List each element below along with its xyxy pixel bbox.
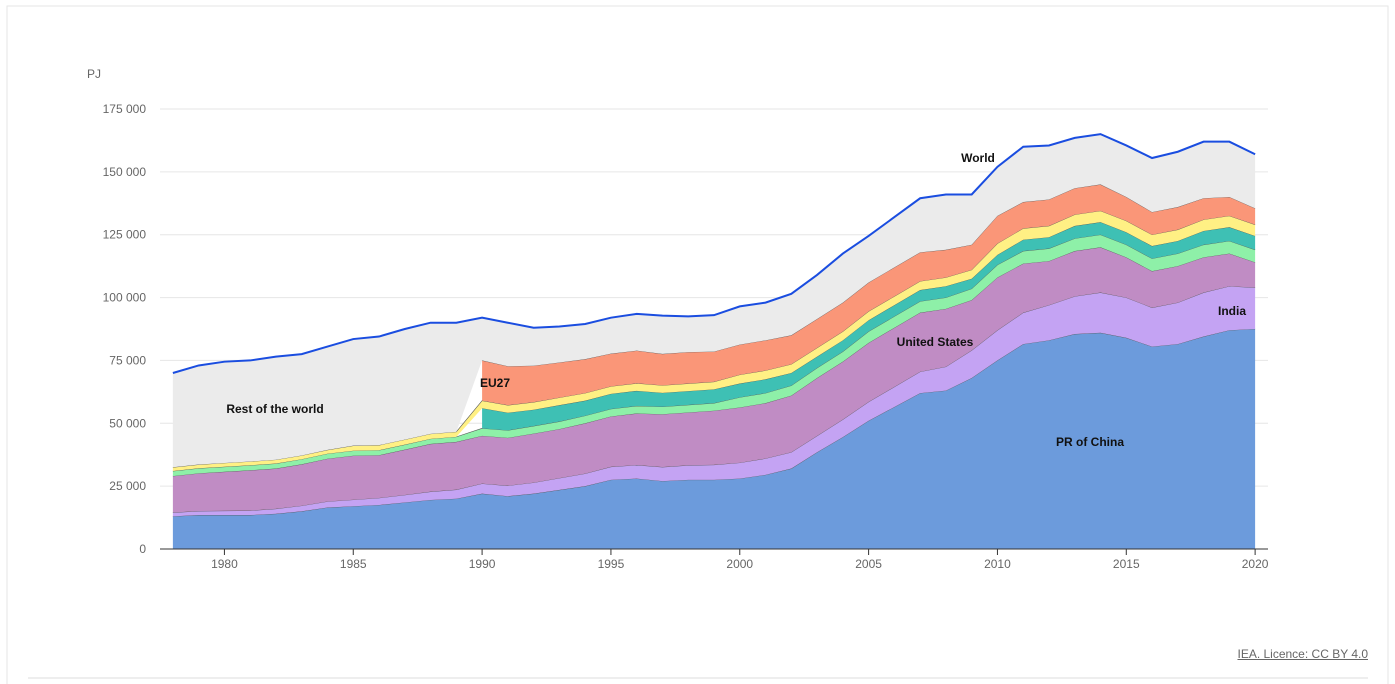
series-label: PR of China — [1056, 435, 1124, 449]
total-line — [172, 133, 1256, 374]
series-label: United States — [897, 335, 974, 349]
source-link[interactable]: IEA. Licence: CC BY 4.0 — [1237, 647, 1368, 661]
x-tick-label: 2015 — [1113, 557, 1140, 571]
area — [172, 210, 1256, 472]
y-tick-label: 50 000 — [109, 416, 146, 430]
area — [172, 329, 1256, 549]
x-tick-label: 2000 — [726, 557, 753, 571]
area — [482, 222, 1256, 431]
x-tick-label: 1985 — [340, 557, 367, 571]
y-tick-label: 75 000 — [109, 353, 146, 367]
x-tick-label: 1995 — [598, 557, 625, 571]
series-label: World — [961, 151, 995, 165]
series-label: EU27 — [480, 376, 510, 390]
x-tick-label: 2005 — [855, 557, 882, 571]
y-tick-label: 25 000 — [109, 479, 146, 493]
series-label: India — [1218, 304, 1246, 318]
x-tick-label: 1990 — [469, 557, 496, 571]
y-tick-label: 175 000 — [103, 102, 147, 116]
area — [172, 247, 1256, 513]
y-tick-label: 125 000 — [103, 228, 147, 242]
frame — [6, 5, 1389, 684]
series-label: Rest of the world — [226, 402, 323, 416]
x-tick-label: 2010 — [984, 557, 1011, 571]
unit-label: PJ — [87, 67, 101, 81]
area — [172, 286, 1256, 517]
x-tick-label: 1980 — [211, 557, 238, 571]
y-tick-label: 100 000 — [103, 291, 147, 305]
y-tick-label: 150 000 — [103, 165, 147, 179]
y-tick-label: 0 — [139, 542, 146, 556]
area — [482, 184, 1256, 406]
x-tick-label: 2020 — [1242, 557, 1269, 571]
area — [172, 234, 1256, 477]
rest-area — [172, 134, 1256, 468]
